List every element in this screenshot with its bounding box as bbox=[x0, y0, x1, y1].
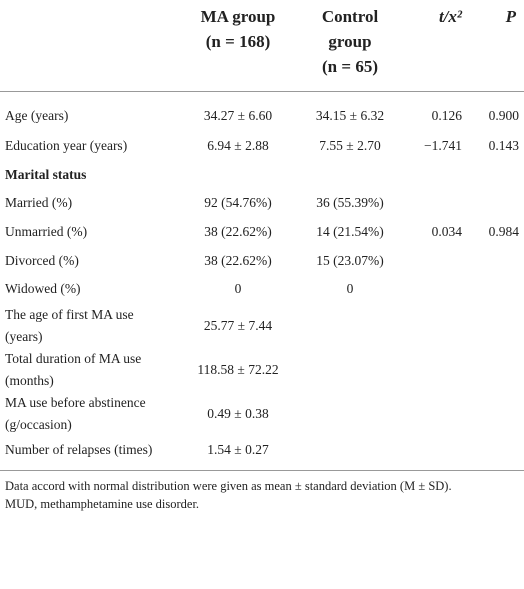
table-row: Total duration of MA use (months) 118.58 … bbox=[0, 348, 524, 392]
column-header: P bbox=[472, 0, 524, 92]
empty-cell bbox=[298, 161, 402, 190]
cell: 0.034 bbox=[431, 224, 462, 240]
cell: 14 (21.54%) bbox=[316, 224, 384, 240]
table-row: The age of first MA use (years) 25.77 ± 7… bbox=[0, 304, 524, 348]
table-row: Marital status bbox=[0, 161, 524, 190]
cell: 38 (22.62%) bbox=[204, 252, 272, 268]
empty-cell bbox=[472, 348, 524, 392]
table-row: MA use before abstinence (g/occasion) 0.4… bbox=[0, 392, 524, 436]
cell: 0 bbox=[346, 281, 354, 297]
table-row: Age (years) 34.27 ± 6.60 34.15 ± 6.32 0.126… bbox=[0, 92, 524, 133]
table: MA group (n = 168) Control group (n = 65) t/x… bbox=[0, 0, 524, 471]
empty-cell bbox=[472, 392, 524, 436]
cell: 36 (55.39%) bbox=[316, 195, 384, 211]
empty-cell bbox=[402, 275, 472, 304]
row-label: The age of first MA use (years) bbox=[5, 306, 134, 344]
empty-cell bbox=[402, 246, 472, 275]
empty-cell bbox=[472, 436, 524, 471]
header-line: (n = 168) bbox=[205, 32, 271, 51]
empty-cell bbox=[472, 161, 524, 190]
empty-cell bbox=[402, 189, 472, 218]
empty-cell bbox=[298, 348, 402, 392]
cell: 1.54 ± 0.27 bbox=[207, 441, 269, 457]
section-label: Marital status bbox=[5, 166, 87, 182]
cell: 34.27 ± 6.60 bbox=[203, 108, 273, 123]
header-line: group bbox=[328, 32, 372, 51]
cell: 0.126 bbox=[431, 108, 462, 123]
header-line: t/x² bbox=[438, 7, 462, 26]
footnote: MUD, methamphetamine use disorder. bbox=[5, 497, 200, 512]
cell: 0.49 ± 0.38 bbox=[207, 405, 269, 421]
cell: 15 (23.07%) bbox=[316, 252, 384, 268]
empty-cell bbox=[472, 304, 524, 348]
cell: 0.984 bbox=[488, 224, 519, 240]
empty-cell bbox=[402, 436, 472, 471]
column-header: t/x² bbox=[402, 0, 472, 92]
cell: 0.143 bbox=[488, 138, 519, 154]
row-label: Age (years) bbox=[5, 108, 69, 123]
empty-cell bbox=[298, 392, 402, 436]
row-label: Number of relapses (times) bbox=[5, 441, 153, 457]
footnotes: Data accord with normal distribution wer… bbox=[0, 471, 524, 513]
row-label: Unmarried (%) bbox=[5, 224, 88, 240]
table-row: Unmarried (%) 38 (22.62%) 14 (21.54%) 0.034… bbox=[0, 218, 524, 247]
header-line: P bbox=[505, 7, 516, 26]
empty-cell bbox=[298, 436, 402, 471]
table-row: Divorced (%) 38 (22.62%) 15 (23.07%) bbox=[0, 246, 524, 275]
row-label: MA use before abstinence (g/occasion) bbox=[5, 394, 146, 432]
table-body: Age (years) 34.27 ± 6.60 34.15 ± 6.32 0.126… bbox=[0, 92, 524, 471]
empty-cell bbox=[402, 392, 472, 436]
empty-cell bbox=[402, 161, 472, 190]
row-label: Education year (years) bbox=[5, 138, 128, 154]
cell: −1.741 bbox=[424, 138, 462, 154]
column-header: Control group (n = 65) bbox=[298, 0, 402, 92]
column-header: MA group (n = 168) bbox=[178, 0, 298, 92]
header-blank bbox=[0, 0, 178, 92]
cell: 25.77 ± 7.44 bbox=[203, 317, 273, 333]
header-line: MA group bbox=[200, 7, 276, 26]
header-line: Control bbox=[321, 7, 379, 26]
empty-cell bbox=[402, 348, 472, 392]
cell: 92 (54.76%) bbox=[204, 195, 272, 211]
row-label: Married (%) bbox=[5, 195, 73, 211]
empty-cell bbox=[472, 189, 524, 218]
header-line: (n = 65) bbox=[322, 57, 378, 76]
cell: 38 (22.62%) bbox=[204, 224, 272, 240]
footnote: Data accord with normal distribution wer… bbox=[5, 479, 452, 494]
empty-cell bbox=[472, 246, 524, 275]
cell: 7.55 ± 2.70 bbox=[319, 138, 381, 154]
cell: 0 bbox=[234, 281, 242, 297]
cell: 34.15 ± 6.32 bbox=[315, 108, 385, 123]
empty-cell bbox=[178, 161, 298, 190]
table-row: Widowed (%) 0 0 bbox=[0, 275, 524, 304]
cell: 6.94 ± 2.88 bbox=[207, 138, 269, 154]
cell: 118.58 ± 72.22 bbox=[197, 361, 279, 377]
table-row: Number of relapses (times) 1.54 ± 0.27 bbox=[0, 436, 524, 471]
table-row: Education year (years) 6.94 ± 2.88 7.55 ± … bbox=[0, 132, 524, 161]
empty-cell bbox=[298, 304, 402, 348]
row-label: Total duration of MA use (months) bbox=[5, 350, 142, 388]
empty-cell bbox=[402, 304, 472, 348]
row-label: Widowed (%) bbox=[5, 281, 81, 297]
table-header: MA group (n = 168) Control group (n = 65) t/x… bbox=[0, 0, 524, 92]
table-row: Married (%) 92 (54.76%) 36 (55.39%) bbox=[0, 189, 524, 218]
row-label: Divorced (%) bbox=[5, 252, 79, 268]
cell: 0.900 bbox=[488, 108, 519, 123]
empty-cell bbox=[472, 275, 524, 304]
